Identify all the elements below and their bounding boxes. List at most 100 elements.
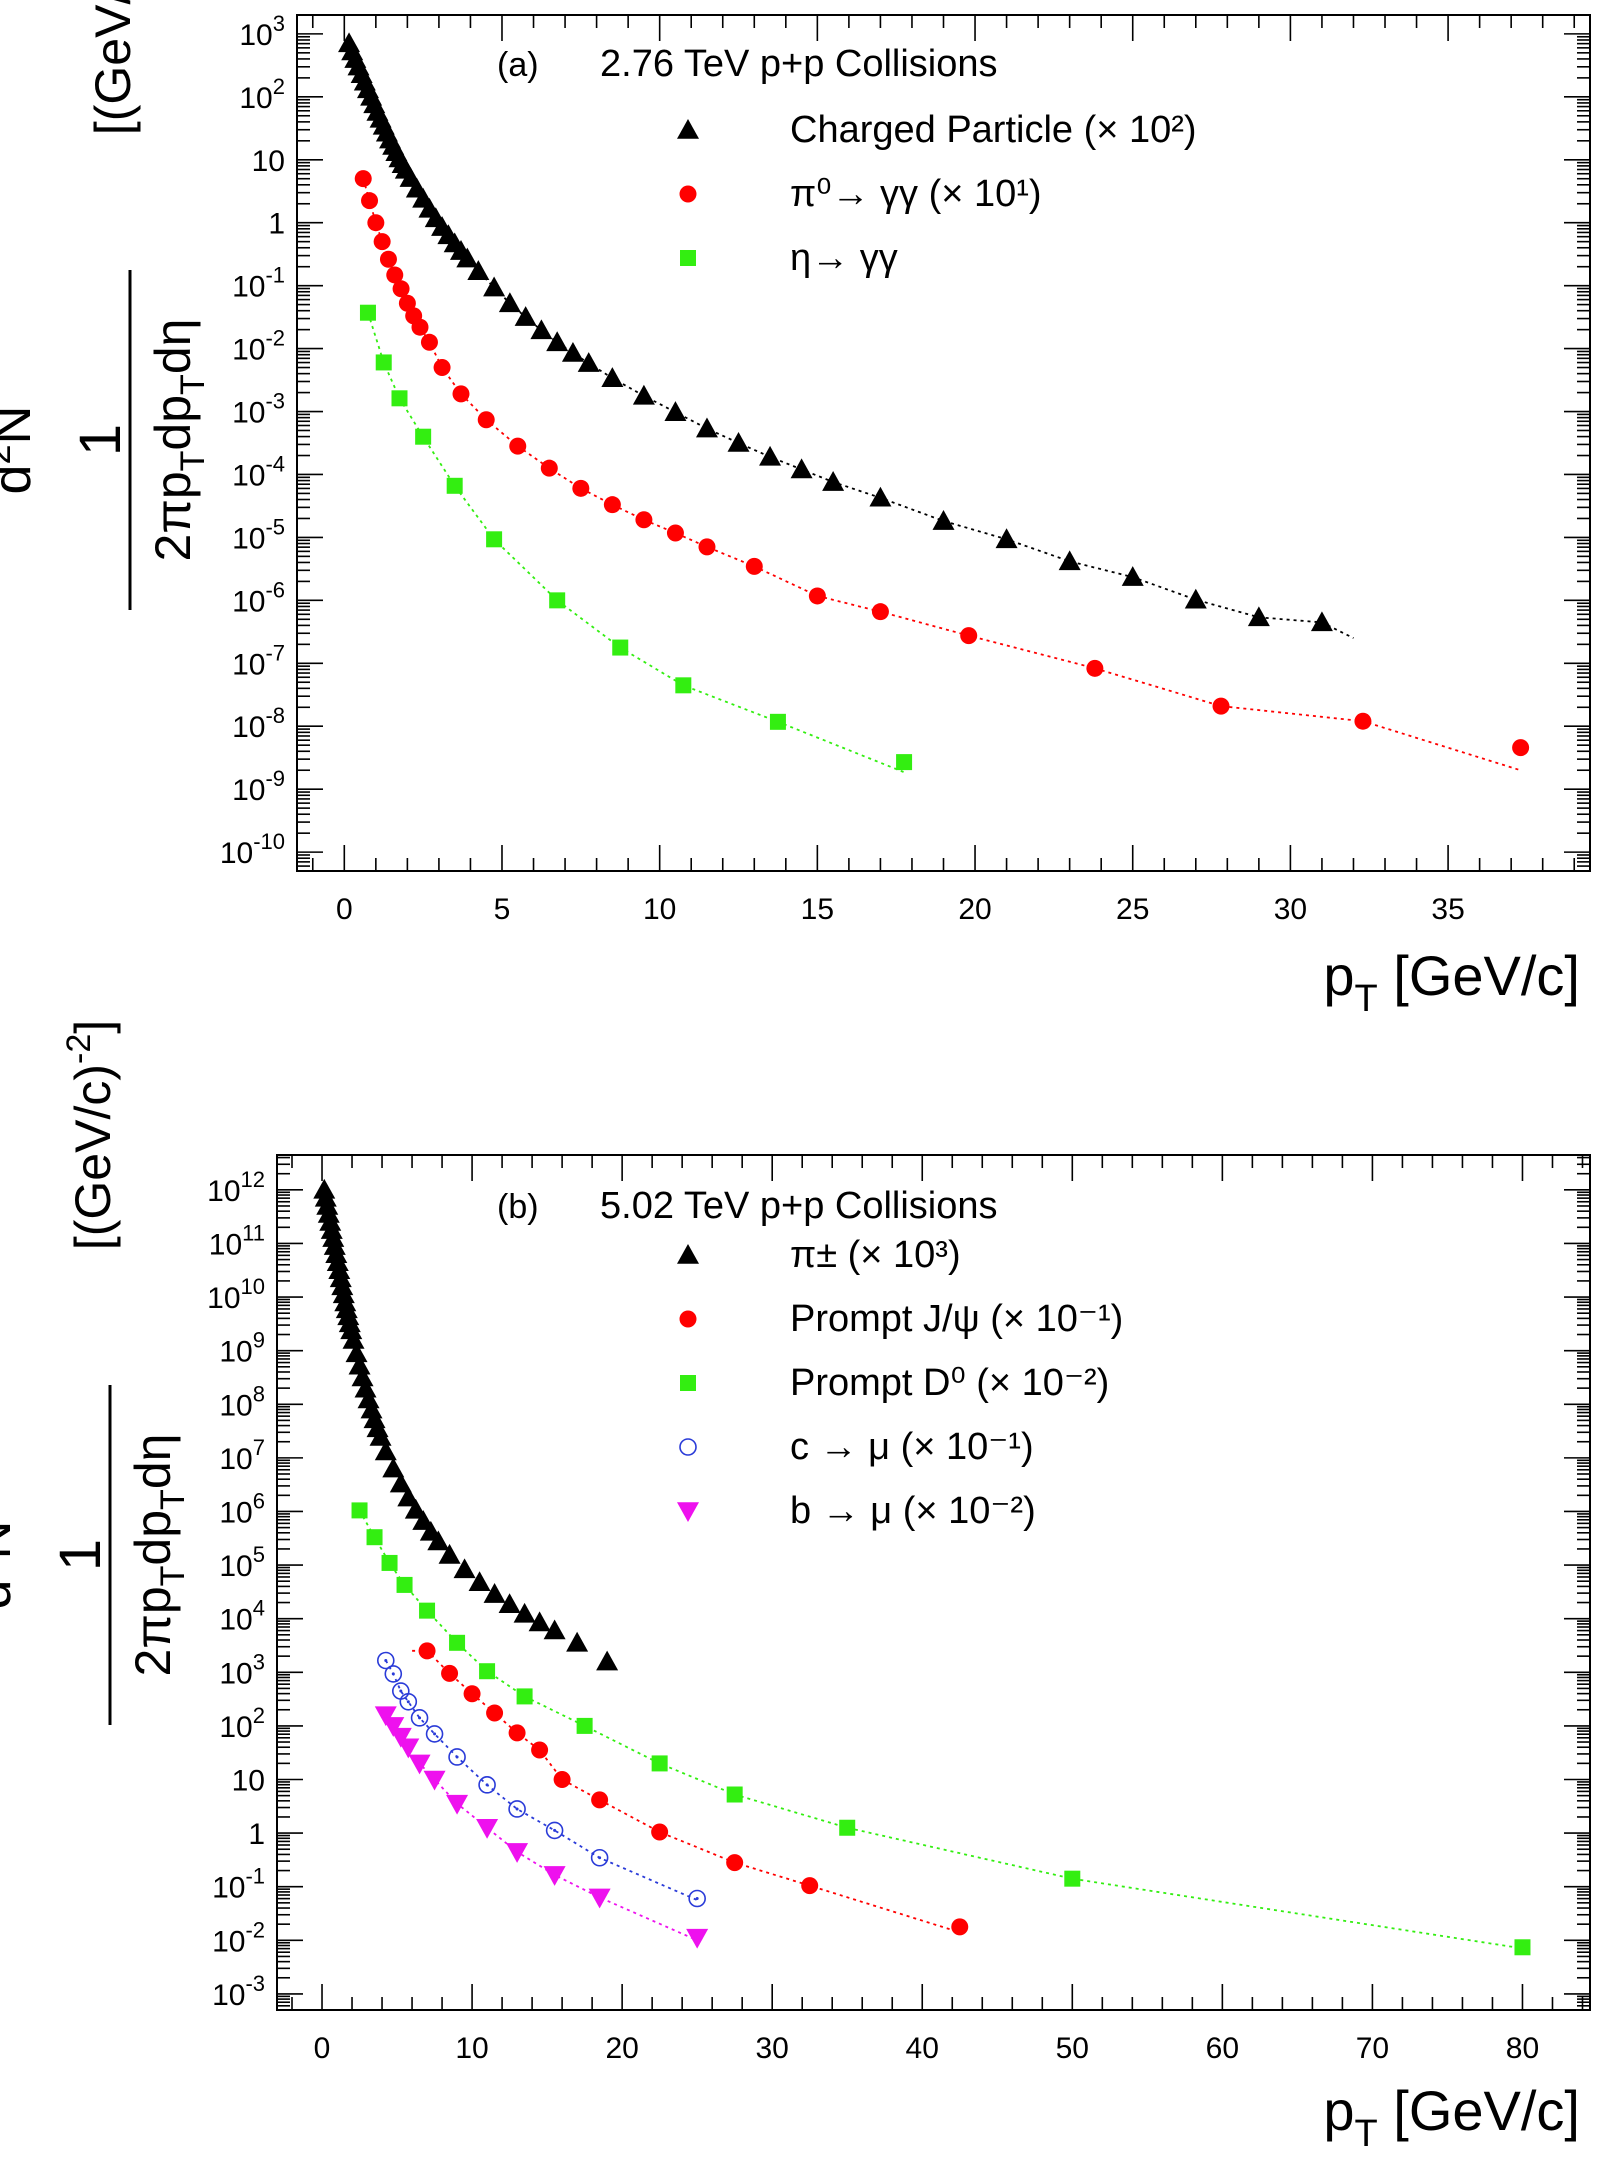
y-tick-label: 108 xyxy=(219,1381,265,1422)
data-point xyxy=(1514,1939,1531,1956)
data-point xyxy=(1247,606,1270,627)
data-point xyxy=(635,511,653,529)
data-point xyxy=(374,1706,397,1727)
data-point xyxy=(513,1602,536,1623)
data-point xyxy=(577,352,600,372)
y-tick-label: 10-2 xyxy=(212,1917,265,1958)
x-tick-label: 80 xyxy=(1506,2032,1539,2065)
legend-marker xyxy=(677,119,699,139)
y-tick-label: 10-10 xyxy=(220,829,285,870)
data-point xyxy=(932,510,955,530)
x-tick-label: 50 xyxy=(1056,2032,1089,2065)
legend-marker xyxy=(680,1375,696,1391)
data-point xyxy=(328,1259,351,1280)
data-point xyxy=(769,713,786,730)
data-point xyxy=(476,1818,499,1839)
y-tick-label: 107 xyxy=(219,1435,265,1476)
data-point xyxy=(1310,611,1333,632)
data-point xyxy=(839,1819,856,1836)
data-point xyxy=(603,496,621,514)
panel-label: (a) xyxy=(497,46,539,84)
x-axis-ticks: 0 10 20 30 40 50 60 70 80 xyxy=(291,1155,1584,2065)
data-point xyxy=(348,1354,371,1375)
data-point xyxy=(391,390,408,407)
data-point xyxy=(686,1928,709,1949)
data-point xyxy=(397,1738,420,1759)
data-point xyxy=(995,528,1018,549)
data-point xyxy=(456,247,479,268)
data-point xyxy=(326,1251,349,1272)
y-axis-title-denominator: 2πpTdpTdη xyxy=(145,319,212,562)
y-tick-label: 109 xyxy=(219,1328,265,1369)
legend-label: Prompt D⁰ (× 10⁻²) xyxy=(790,1362,1109,1404)
legend-marker xyxy=(679,185,697,203)
data-point xyxy=(666,524,684,542)
data-point xyxy=(376,1651,395,1670)
data-point-center xyxy=(485,1783,489,1787)
y-axis-title-numerator: d2N xyxy=(0,1520,22,1609)
data-point xyxy=(389,1472,412,1493)
data-point xyxy=(540,459,558,477)
x-tick-label: 15 xyxy=(801,893,834,926)
y-tick-label: 105 xyxy=(219,1542,265,1583)
data-point xyxy=(591,1791,609,1809)
fit-curves xyxy=(358,1509,1523,1950)
data-point xyxy=(317,1202,340,1223)
data-point xyxy=(392,280,410,298)
x-tick-label: 0 xyxy=(336,893,353,926)
y-tick-label: 103 xyxy=(219,1649,265,1690)
data-points xyxy=(313,1178,1531,1956)
data-point xyxy=(448,1748,466,1766)
data-point xyxy=(601,367,624,387)
y-axis-title-one: 1 xyxy=(68,424,133,456)
data-point xyxy=(361,192,379,210)
y-tick-label: 10 xyxy=(252,145,285,178)
data-point xyxy=(452,385,470,403)
data-point xyxy=(314,1186,337,1207)
data-point-center xyxy=(391,1672,395,1676)
data-points xyxy=(338,32,1530,771)
data-point xyxy=(438,1543,461,1564)
data-point xyxy=(822,471,845,491)
data-point xyxy=(745,557,763,575)
data-point xyxy=(374,1440,397,1461)
data-point xyxy=(320,1219,343,1239)
data-point xyxy=(528,1611,551,1632)
data-point xyxy=(425,1725,444,1743)
plot-frame xyxy=(276,1154,1591,2011)
data-point xyxy=(411,318,429,336)
data-point xyxy=(1064,1870,1081,1887)
data-point xyxy=(486,1704,504,1722)
data-point xyxy=(545,1821,564,1840)
data-point xyxy=(651,1823,669,1841)
data-point xyxy=(453,1558,476,1579)
data-point xyxy=(316,1194,339,1215)
y-tick-label: 10-1 xyxy=(232,263,285,304)
data-point xyxy=(399,1692,418,1711)
data-point xyxy=(423,1770,446,1791)
data-point xyxy=(543,1619,566,1640)
legend-label: π± (× 10³) xyxy=(790,1234,961,1276)
data-point xyxy=(871,603,889,621)
data-point xyxy=(418,1642,436,1660)
chart-title: 2.76 TeV p+p Collisions xyxy=(600,43,998,85)
data-point xyxy=(801,1877,819,1895)
data-point xyxy=(695,417,718,438)
y-axis-title-numerator: d2N xyxy=(0,405,42,494)
data-point xyxy=(531,1741,549,1759)
data-point-center xyxy=(455,1755,459,1759)
data-point xyxy=(389,1727,412,1748)
legend-label: c → μ (× 10⁻¹) xyxy=(790,1426,1034,1468)
data-point xyxy=(419,1602,436,1619)
legend-marker xyxy=(679,1310,697,1328)
y-tick-label: 102 xyxy=(239,74,285,115)
x-tick-label: 25 xyxy=(1116,893,1149,926)
data-point xyxy=(398,294,416,312)
data-point xyxy=(651,1755,668,1772)
panel-b: 10-310-210-11101021031041051061071081091… xyxy=(0,1020,1591,2155)
data-point xyxy=(322,1227,345,1247)
data-point xyxy=(498,1593,521,1614)
data-point xyxy=(1354,712,1372,730)
data-point xyxy=(351,1366,374,1387)
